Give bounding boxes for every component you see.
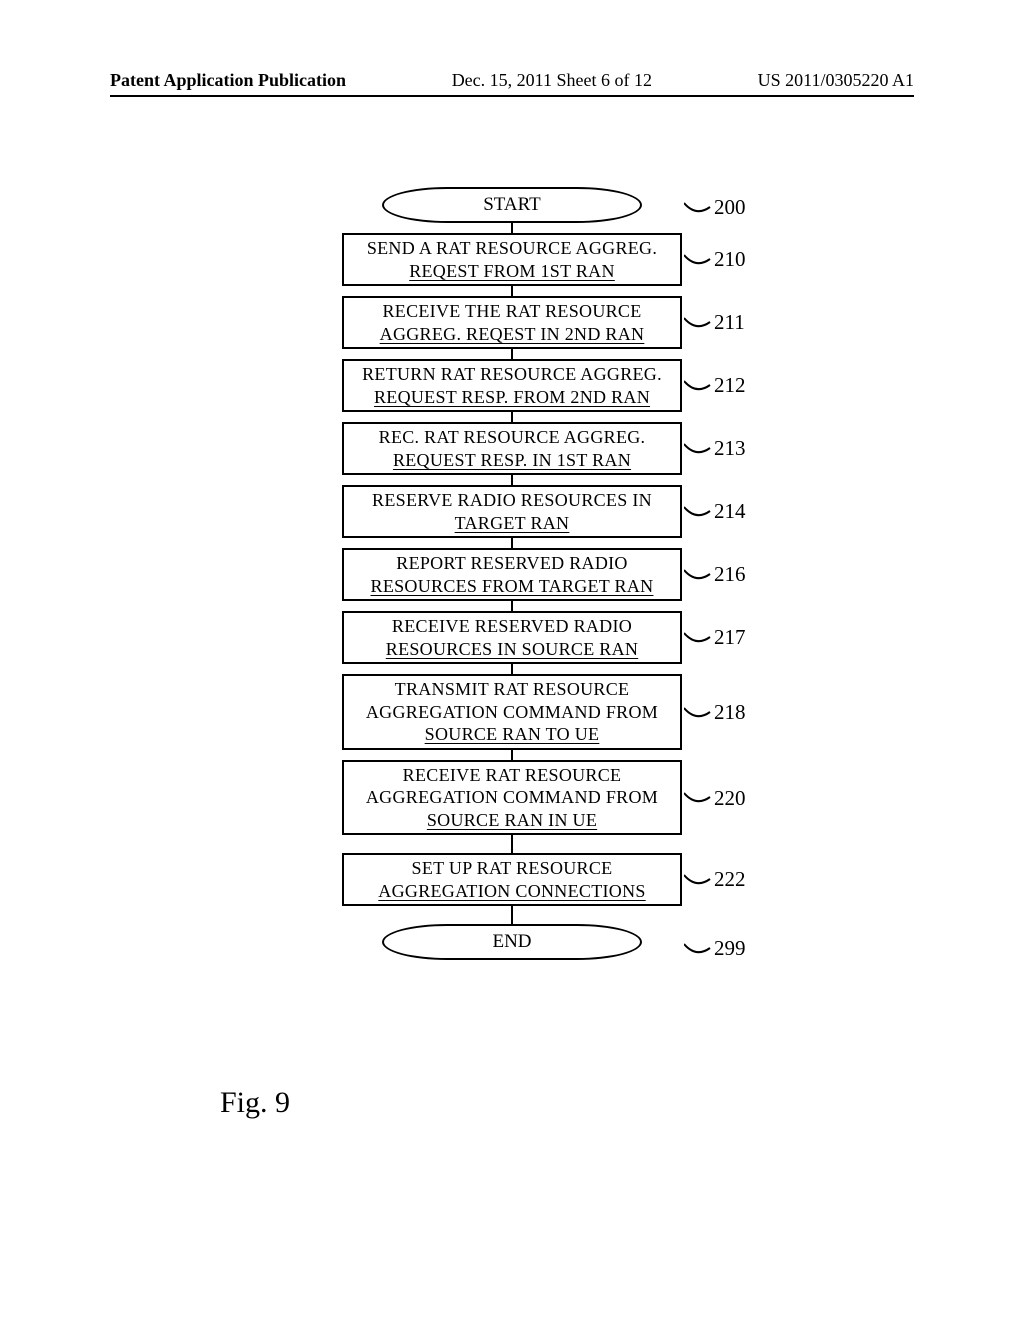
box-line: AGGREGATION COMMAND FROM xyxy=(348,786,676,809)
process-box: RECEIVE RESERVED RADIO RESOURCES IN SOUR… xyxy=(342,611,682,664)
header-left: Patent Application Publication xyxy=(110,70,346,91)
connector xyxy=(511,412,513,422)
terminator-start-text: START xyxy=(483,194,541,216)
process-box: RESERVE RADIO RESOURCES IN TARGET RAN xyxy=(342,485,682,538)
connector xyxy=(511,835,513,853)
box-line: RETURN RAT RESOURCE AGGREG. xyxy=(348,363,676,386)
connector xyxy=(511,223,513,233)
ref-216: 216 xyxy=(714,562,746,587)
flow-node-220: RECEIVE RAT RESOURCE AGGREGATION COMMAND… xyxy=(282,760,742,836)
terminator-start: START xyxy=(382,187,642,223)
flow-node-211: RECEIVE THE RAT RESOURCE AGGREG. REQEST … xyxy=(282,296,742,349)
leader-curve-icon xyxy=(684,629,712,647)
box-line: SEND A RAT RESOURCE AGGREG. xyxy=(348,237,676,260)
connector xyxy=(511,286,513,296)
leader-curve-icon xyxy=(684,314,712,332)
page-header: Patent Application Publication Dec. 15, … xyxy=(110,70,914,97)
ref-214: 214 xyxy=(714,499,746,524)
leader-curve-icon xyxy=(684,789,712,807)
process-box: REPORT RESERVED RADIO RESOURCES FROM TAR… xyxy=(342,548,682,601)
leader-curve-icon xyxy=(684,251,712,269)
process-box: TRANSMIT RAT RESOURCE AGGREGATION COMMAN… xyxy=(342,674,682,750)
connector xyxy=(511,475,513,485)
leader-curve-icon xyxy=(684,704,712,722)
connector xyxy=(511,664,513,674)
flow-node-217: RECEIVE RESERVED RADIO RESOURCES IN SOUR… xyxy=(282,611,742,664)
flow-node-214: RESERVE RADIO RESOURCES IN TARGET RAN 21… xyxy=(282,485,742,538)
box-line: SET UP RAT RESOURCE xyxy=(348,857,676,880)
flow-node-218: TRANSMIT RAT RESOURCE AGGREGATION COMMAN… xyxy=(282,674,742,750)
leader-curve-icon xyxy=(684,440,712,458)
ref-222: 222 xyxy=(714,867,746,892)
flow-node-start: START 200 xyxy=(282,187,742,223)
process-box: SEND A RAT RESOURCE AGGREG. REQEST FROM … xyxy=(342,233,682,286)
leader-curve-icon xyxy=(684,199,712,217)
box-line: REQUEST RESP. FROM 2ND RAN xyxy=(348,386,676,409)
ref-299: 299 xyxy=(714,936,746,961)
ref-213: 213 xyxy=(714,436,746,461)
box-line: AGGREG. REQEST IN 2ND RAN xyxy=(348,323,676,346)
process-box: RETURN RAT RESOURCE AGGREG. REQUEST RESP… xyxy=(342,359,682,412)
leader-curve-icon xyxy=(684,940,712,958)
process-box: RECEIVE THE RAT RESOURCE AGGREG. REQEST … xyxy=(342,296,682,349)
connector xyxy=(511,538,513,548)
leader-curve-icon xyxy=(684,377,712,395)
box-line: REQUEST RESP. IN 1ST RAN xyxy=(348,449,676,472)
connector xyxy=(511,906,513,924)
ref-218: 218 xyxy=(714,700,746,725)
terminator-end-text: END xyxy=(492,931,531,953)
process-box: RECEIVE RAT RESOURCE AGGREGATION COMMAND… xyxy=(342,760,682,836)
header-center: Dec. 15, 2011 Sheet 6 of 12 xyxy=(452,70,652,91)
box-line: RESOURCES IN SOURCE RAN xyxy=(348,638,676,661)
ref-220: 220 xyxy=(714,786,746,811)
flow-node-end: END 299 xyxy=(282,924,742,960)
box-line: REQEST FROM 1ST RAN xyxy=(348,260,676,283)
connector xyxy=(511,601,513,611)
box-line: TRANSMIT RAT RESOURCE xyxy=(348,678,676,701)
flow-node-222: SET UP RAT RESOURCE AGGREGATION CONNECTI… xyxy=(282,853,742,906)
box-line: REPORT RESERVED RADIO xyxy=(348,552,676,575)
ref-212: 212 xyxy=(714,373,746,398)
box-line: AGGREGATION COMMAND FROM xyxy=(348,701,676,724)
flow-node-210: SEND A RAT RESOURCE AGGREG. REQEST FROM … xyxy=(282,233,742,286)
leader-curve-icon xyxy=(684,871,712,889)
box-line: SOURCE RAN TO UE xyxy=(348,723,676,746)
box-line: RECEIVE RAT RESOURCE xyxy=(348,764,676,787)
ref-217: 217 xyxy=(714,625,746,650)
box-line: TARGET RAN xyxy=(348,512,676,535)
box-line: RESOURCES FROM TARGET RAN xyxy=(348,575,676,598)
connector xyxy=(511,349,513,359)
ref-200: 200 xyxy=(714,195,746,220)
ref-211: 211 xyxy=(714,310,745,335)
figure-label: Fig. 9 xyxy=(220,1086,290,1120)
patent-page: Patent Application Publication Dec. 15, … xyxy=(0,0,1024,1320)
flow-node-216: REPORT RESERVED RADIO RESOURCES FROM TAR… xyxy=(282,548,742,601)
box-line: REC. RAT RESOURCE AGGREG. xyxy=(348,426,676,449)
flow-node-213: REC. RAT RESOURCE AGGREG. REQUEST RESP. … xyxy=(282,422,742,475)
box-line: SOURCE RAN IN UE xyxy=(348,809,676,832)
connector xyxy=(511,750,513,760)
process-box: REC. RAT RESOURCE AGGREG. REQUEST RESP. … xyxy=(342,422,682,475)
box-line: RESERVE RADIO RESOURCES IN xyxy=(348,489,676,512)
flow-node-212: RETURN RAT RESOURCE AGGREG. REQUEST RESP… xyxy=(282,359,742,412)
ref-210: 210 xyxy=(714,247,746,272)
header-right: US 2011/0305220 A1 xyxy=(758,70,914,91)
leader-curve-icon xyxy=(684,566,712,584)
process-box: SET UP RAT RESOURCE AGGREGATION CONNECTI… xyxy=(342,853,682,906)
leader-curve-icon xyxy=(684,503,712,521)
terminator-end: END xyxy=(382,924,642,960)
flowchart: START 200 SEND A RAT RESOURCE AGGREG. RE… xyxy=(282,187,742,960)
box-line: AGGREGATION CONNECTIONS xyxy=(348,880,676,903)
box-line: RECEIVE RESERVED RADIO xyxy=(348,615,676,638)
box-line: RECEIVE THE RAT RESOURCE xyxy=(348,300,676,323)
